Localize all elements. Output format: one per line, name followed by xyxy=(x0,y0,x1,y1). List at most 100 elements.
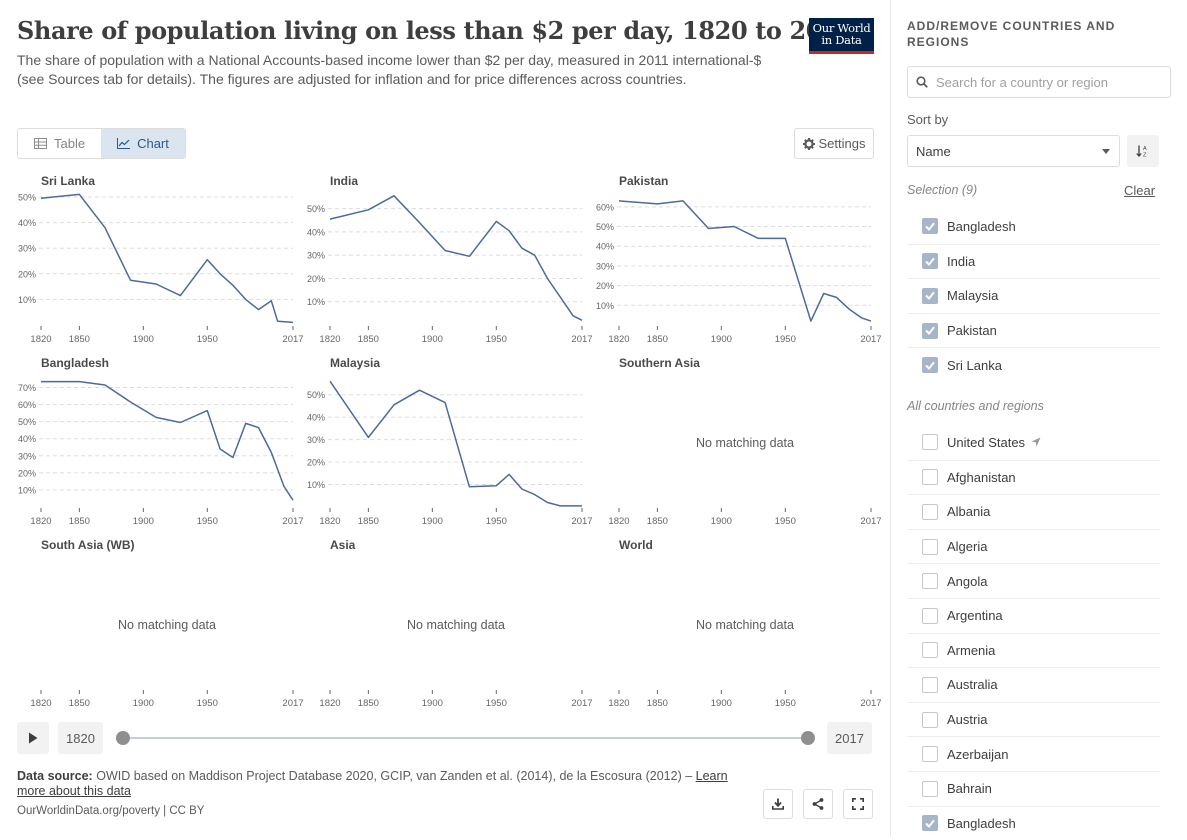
checkbox[interactable] xyxy=(922,538,938,555)
checkbox[interactable] xyxy=(922,711,938,728)
entity-item[interactable]: United States xyxy=(907,425,1160,460)
checkbox[interactable] xyxy=(922,287,938,304)
x-tick-label-malaysia-1820: 1820 xyxy=(319,516,340,527)
entity-item[interactable]: Bangladesh xyxy=(907,805,1160,840)
y-tick-label-sri-lanka-20: 20% xyxy=(18,269,36,279)
timeline-track[interactable] xyxy=(123,737,808,739)
checkbox[interactable] xyxy=(922,434,938,451)
checkbox[interactable] xyxy=(922,607,938,624)
y-tick-label-bangladesh-50: 50% xyxy=(18,417,36,427)
panel-title-bangladesh: Bangladesh xyxy=(41,356,109,370)
entity-item[interactable]: Armenia xyxy=(907,632,1160,668)
y-tick-label-pakistan-20: 20% xyxy=(596,281,614,291)
entity-label: United States xyxy=(947,434,1026,450)
entity-item[interactable]: Afghanistan xyxy=(907,459,1160,495)
y-tick-label-bangladesh-40: 40% xyxy=(18,434,36,444)
checkbox[interactable] xyxy=(922,253,938,270)
settings-button[interactable]: Settings xyxy=(794,128,874,159)
selected-entity-item[interactable]: Sri Lanka xyxy=(907,347,1160,382)
checkbox[interactable] xyxy=(922,746,938,763)
entity-item[interactable]: Bahrain xyxy=(907,770,1160,806)
checkbox[interactable] xyxy=(922,676,938,693)
play-button[interactable] xyxy=(17,722,49,754)
x-tick-label-south-asia-wb-1850: 1850 xyxy=(69,698,90,709)
x-tick-label-india-1820: 1820 xyxy=(319,334,340,345)
panel-title-asia: Asia xyxy=(330,538,356,552)
x-tick-label-world-2017: 2017 xyxy=(860,698,881,709)
x-tick-label-sri-lanka-1820: 1820 xyxy=(30,334,51,345)
checkbox[interactable] xyxy=(922,815,938,832)
selected-entity-item[interactable]: Malaysia xyxy=(907,278,1160,313)
x-tick-label-malaysia-1950: 1950 xyxy=(486,516,507,527)
y-tick-label-bangladesh-70: 70% xyxy=(18,383,36,393)
x-tick-label-india-1850: 1850 xyxy=(358,334,379,345)
tab-chart-label: Chart xyxy=(137,136,169,151)
entity-item[interactable]: Albania xyxy=(907,494,1160,529)
x-tick-label-india-1900: 1900 xyxy=(422,334,443,345)
y-tick-label-india-30: 30% xyxy=(307,251,325,261)
checkbox[interactable] xyxy=(922,218,938,235)
download-button[interactable] xyxy=(763,789,793,819)
no-data-asia: No matching data xyxy=(407,618,505,632)
tab-chart[interactable]: Chart xyxy=(101,129,185,158)
fullscreen-button[interactable] xyxy=(843,789,873,819)
panel-asia: Asia 1820 1850 1900 1950 2017 No matching data xyxy=(319,538,592,709)
timeline-end-year[interactable]: 2017 xyxy=(827,722,872,754)
entity-item[interactable]: Argentina xyxy=(907,597,1160,633)
y-tick-label-sri-lanka-40: 40% xyxy=(18,218,36,228)
selected-entity-item[interactable]: India xyxy=(907,243,1160,279)
selected-entity-item[interactable]: Pakistan xyxy=(907,312,1160,348)
timeline-start-handle[interactable] xyxy=(116,731,130,745)
check-icon xyxy=(925,222,935,231)
entity-item[interactable]: Azerbaijan xyxy=(907,736,1160,771)
panel-bangladesh: Bangladesh 1820 1850 1900 1950 2017 10% 20% 30% 4… xyxy=(18,356,304,527)
x-tick-label-pakistan-1850: 1850 xyxy=(647,334,668,345)
checkbox[interactable] xyxy=(922,503,938,520)
x-tick-label-south-asia-wb-1820: 1820 xyxy=(30,698,51,709)
checkbox[interactable] xyxy=(922,573,938,590)
checkbox[interactable] xyxy=(922,357,938,374)
panel-title-south-asia-wb: South Asia (WB) xyxy=(41,538,135,552)
clear-selection-link[interactable]: Clear xyxy=(1124,183,1156,198)
selected-entity-item[interactable]: Bangladesh xyxy=(907,209,1160,244)
chart-area: Share of population living on less than … xyxy=(17,16,882,819)
view-toggle: Table Chart xyxy=(17,128,186,159)
owid-logo[interactable]: Our World in Data xyxy=(809,18,874,54)
entity-selector-title: ADD/REMOVE COUNTRIES AND REGIONS xyxy=(907,19,1116,49)
entity-item[interactable]: Angola xyxy=(907,563,1160,598)
caret-down-icon xyxy=(1102,149,1110,154)
share-button[interactable] xyxy=(803,789,833,819)
x-tick-label-world-1820: 1820 xyxy=(608,698,629,709)
entity-selector-panel: ADD/REMOVE COUNTRIES AND REGIONS Sort by… xyxy=(890,0,1187,837)
download-icon xyxy=(772,798,784,810)
y-tick-label-india-40: 40% xyxy=(307,227,325,237)
entity-item[interactable]: Algeria xyxy=(907,528,1160,564)
timeline-end-handle[interactable] xyxy=(801,731,815,745)
checkbox[interactable] xyxy=(922,469,938,486)
y-tick-label-sri-lanka-10: 10% xyxy=(18,295,36,305)
x-tick-label-pakistan-1950: 1950 xyxy=(775,334,796,345)
y-tick-label-bangladesh-10: 10% xyxy=(18,485,36,495)
search-input[interactable] xyxy=(934,73,1154,91)
entity-label: Bahrain xyxy=(947,781,992,797)
check-icon xyxy=(925,361,935,370)
x-tick-label-bangladesh-1850: 1850 xyxy=(69,516,90,527)
timeline-start-year[interactable]: 1820 xyxy=(58,722,103,754)
tab-table[interactable]: Table xyxy=(18,129,101,158)
sort-select[interactable]: Name xyxy=(907,135,1120,167)
entity-item[interactable]: Austria xyxy=(907,701,1160,737)
share-icon xyxy=(812,798,824,810)
y-tick-label-india-20: 20% xyxy=(307,274,325,284)
entity-item[interactable]: Australia xyxy=(907,667,1160,702)
y-tick-label-bangladesh-60: 60% xyxy=(18,400,36,410)
check-icon xyxy=(925,292,935,301)
checkbox[interactable] xyxy=(922,780,938,797)
entity-label: Armenia xyxy=(947,642,996,658)
learn-more-link[interactable]: Learn more about this data xyxy=(17,769,728,798)
footer-url[interactable]: OurWorldinData.org/poverty | CC BY xyxy=(17,805,205,817)
gear-icon xyxy=(802,137,815,150)
x-tick-label-sri-lanka-1850: 1850 xyxy=(69,334,90,345)
checkbox[interactable] xyxy=(922,322,938,339)
checkbox[interactable] xyxy=(922,642,938,659)
